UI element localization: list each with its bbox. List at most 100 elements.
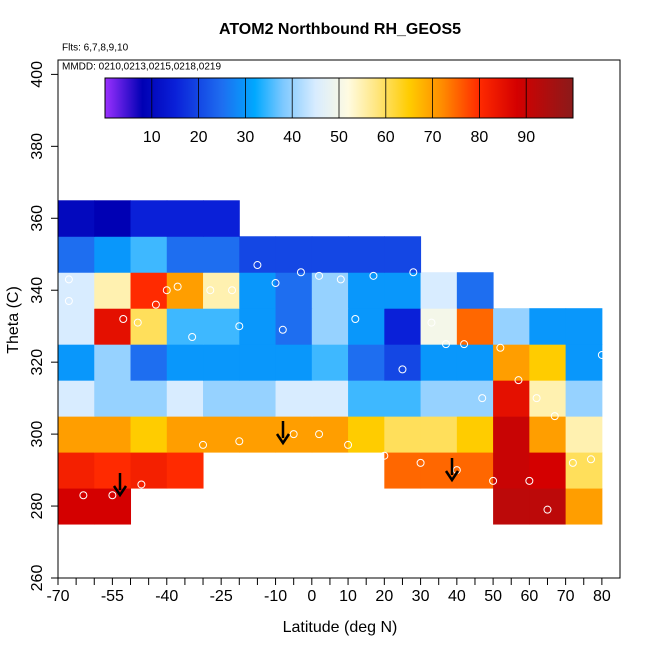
heat-cell [94,272,132,309]
heat-cell [275,380,313,417]
observation [199,440,208,449]
heat-cell [420,308,458,345]
observation [550,412,559,421]
heat-cell [166,272,204,309]
observation [162,286,171,295]
heat-cell [166,344,204,381]
heat-cell [130,200,168,237]
heat-cell [565,308,603,345]
y-tick-label: 280 [29,493,46,520]
observation [188,332,197,341]
heat-cell [166,308,204,345]
heat-cell [58,236,95,273]
heat-cell [58,488,95,525]
heat-cell [94,236,132,273]
x-tick-label: 40 [448,588,466,605]
observation [369,271,378,280]
heat-cell [348,272,385,309]
heat-cell [58,344,95,381]
heat-cell [311,380,349,417]
observation [409,268,418,277]
heat-cell [94,200,132,237]
heat-cell [58,452,95,489]
observation [101,181,110,190]
colorbar-tick-label: 90 [517,129,535,146]
heat-cell [311,416,349,453]
observation [64,275,73,284]
observation [597,350,606,359]
y-tick-label: 380 [29,133,46,160]
x-tick-label: 0 [307,588,316,605]
observation [315,271,324,280]
heat-cell [529,344,567,381]
heat-cell [493,452,530,489]
chart-title: ATOM2 Northbound RH_GEOS5 [219,21,461,38]
heat-cell [420,272,458,309]
heat-cell [420,416,458,453]
plot-frame [57,59,621,579]
observation [228,286,237,295]
colorbar-tick-label: 30 [237,129,255,146]
y-tick-label: 360 [29,205,46,232]
heat-cell [275,236,313,273]
observation [496,343,505,352]
heat-cell [166,200,204,237]
observation [380,451,389,460]
heat-cell [311,236,349,273]
observation [119,315,128,323]
colorbar-tick-label: 10 [143,129,161,146]
observation [235,322,244,331]
colorbar-tick-label: 80 [471,129,489,146]
heat-cell [348,308,385,345]
y-tick-label: 400 [29,61,46,88]
x-axis-label: Latitude (deg N) [283,619,398,636]
heat-cell [130,308,168,345]
heat-cell [420,380,458,417]
heat-cell [348,380,385,417]
heat-cell [275,344,313,381]
x-tick-label: 80 [593,588,611,605]
heat-cell [384,344,422,381]
heat-cell [311,308,349,345]
observation [64,297,73,306]
arrow-head [444,470,460,483]
heat-cell [239,416,277,453]
heat-cell [130,416,168,453]
heat-cell [94,344,132,381]
x-tick-label: 10 [339,588,357,605]
observation [532,394,541,403]
heat-cell [384,308,422,345]
observation [351,315,360,323]
heat-cell [58,308,95,345]
observation [427,318,436,327]
heat-cell [275,416,313,453]
x-tick-label: -10 [264,588,287,605]
y-tick-label: 260 [29,565,46,592]
heat-cell [565,344,603,381]
observation [271,279,280,288]
observation [416,458,425,467]
heat-cell [529,380,567,417]
observation [133,318,142,327]
colorbar-tick-label: 70 [424,129,442,146]
heat-cell [456,416,494,453]
arrows [112,421,460,498]
heat-cell [166,416,204,453]
x-tick-label: -40 [155,588,178,605]
heat-cell [348,236,385,273]
heat-cell [239,344,277,381]
arrow-head [275,433,291,446]
colorbar-tick-label: 50 [330,129,348,146]
heat-cell [384,272,422,309]
observation [235,437,244,446]
heat-cell [239,236,277,273]
y-tick-label: 320 [29,349,46,376]
colorbar-tick-label: 60 [377,129,395,146]
x-tick-label: 60 [520,588,538,605]
observation [336,275,345,284]
heat-cell [203,344,240,381]
arrow-head [112,485,128,498]
heat-cell [529,452,567,489]
observation [489,476,498,485]
